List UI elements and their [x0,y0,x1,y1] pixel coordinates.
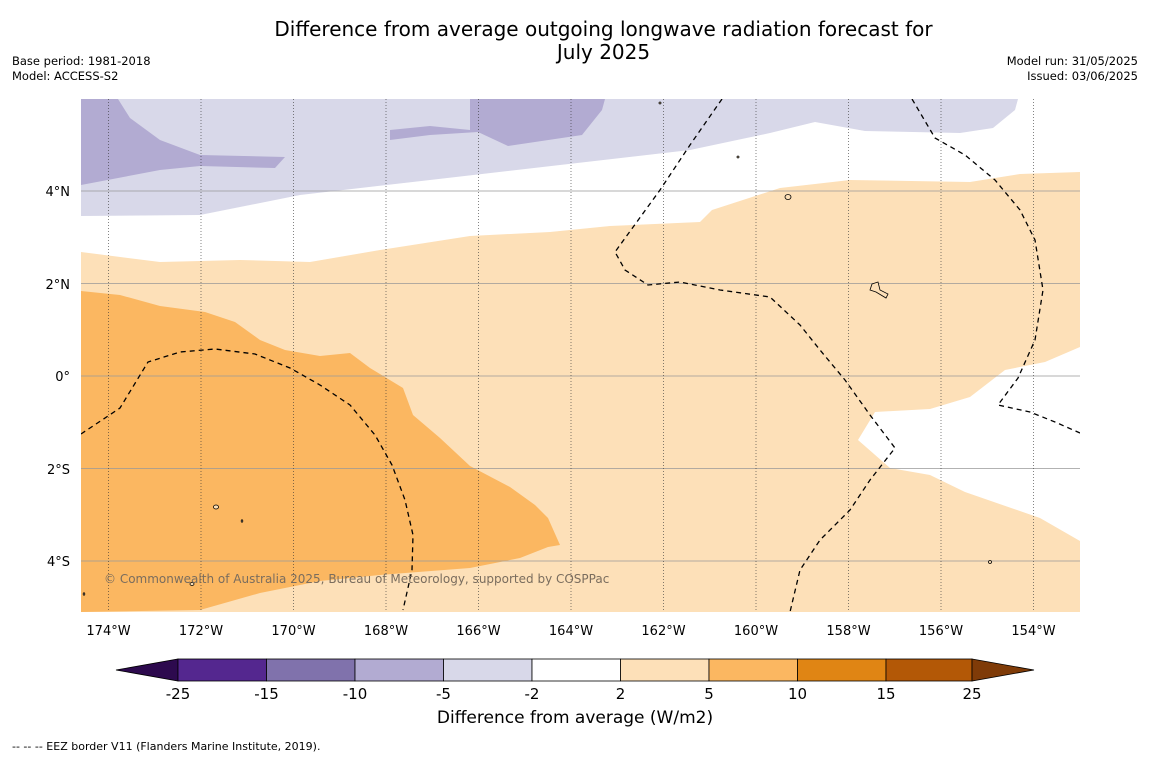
lon-tick-labels: 174°W 172°W 170°W 168°W 166°W 164°W 162°… [86,624,1055,639]
island [869,281,889,299]
lat-label: 4°S [47,555,70,570]
colorbar-segment [708,658,798,682]
lat-gridlines [81,190,1080,562]
eez-note: -- -- -- EEZ border V11 (Flanders Marine… [12,740,321,753]
islands [82,101,992,596]
island [82,592,86,596]
colorbar-ticks: -25 -15 -10 -5 -2 2 5 10 15 25 [166,685,982,703]
lat-label: 0° [55,370,70,385]
colorbar-segment [266,658,356,682]
island [213,504,219,510]
colorbar-tick: -10 [343,685,368,703]
colorbar-segment [443,658,533,682]
page-title: Difference from average outgoing longwav… [0,18,1150,64]
colorbar-tick: 2 [616,685,626,703]
colorbar-extend-high [971,658,1035,682]
colorbar-tick: 15 [876,685,895,703]
colorbar-segment [354,658,444,682]
lon-label: 156°W [919,624,963,639]
lon-label: 154°W [1011,624,1055,639]
colorbar-label: Difference from average (W/m2) [436,708,714,728]
island [240,519,244,523]
issued-text: Issued: 03/06/2025 [1027,69,1138,83]
anomaly-region-purple-center [390,99,605,146]
colorbar-segment [797,658,887,682]
colorbar-tick: 5 [704,685,714,703]
colorbar-tick: -15 [254,685,279,703]
colorbar-segment [531,658,621,682]
island [988,560,992,564]
lon-label: 174°W [86,624,130,639]
colorbar-tick: 25 [962,685,981,703]
model-run-text: Model run: 31/05/2025 [1006,54,1138,68]
map-area [81,99,1080,612]
colorbar-extend-low [115,658,179,682]
colorbar-segment [620,658,710,682]
island [189,582,195,586]
colorbar-tick: -2 [525,685,540,703]
colorbar-tick: -5 [436,685,451,703]
lat-label: 4°N [46,185,71,200]
eez-borders [81,99,1080,612]
lon-label: 166°W [456,624,500,639]
lon-label: 162°W [641,624,685,639]
lon-label: 160°W [734,624,778,639]
colorbar-segment [177,658,267,682]
model-text: Model: ACCESS-S2 [12,69,119,83]
lon-label: 158°W [826,624,870,639]
title-line-1: Difference from average outgoing longwav… [274,17,933,41]
meta-right: Model run: 31/05/2025 Issued: 03/06/2025 [1007,54,1138,84]
lon-label: 164°W [549,624,593,639]
island [658,101,662,105]
colorbar: -25 -15 -10 -5 -2 2 5 10 15 25 [115,658,1035,703]
anomaly-region-light-purple [81,99,1018,216]
lon-label: 168°W [364,624,408,639]
copyright-text: © Commonwealth of Australia 2025, Bureau… [104,572,610,586]
base-period-text: Base period: 1981-2018 [12,54,151,68]
island [736,155,740,159]
colorbar-tick: -25 [166,685,191,703]
meta-left: Base period: 1981-2018 Model: ACCESS-S2 [12,54,151,84]
lat-label: 2°N [46,278,71,293]
lat-tick-labels: 4°N 2°N 0° 2°S 4°S [46,185,71,570]
title-line-2: July 2025 [556,40,651,64]
colorbar-segment [885,658,973,682]
island [784,194,792,200]
lon-label: 172°W [179,624,223,639]
colorbar-tick: 10 [788,685,807,703]
lat-label: 2°S [47,463,70,478]
anomaly-region-purple-west [81,99,285,185]
lon-label: 170°W [271,624,315,639]
